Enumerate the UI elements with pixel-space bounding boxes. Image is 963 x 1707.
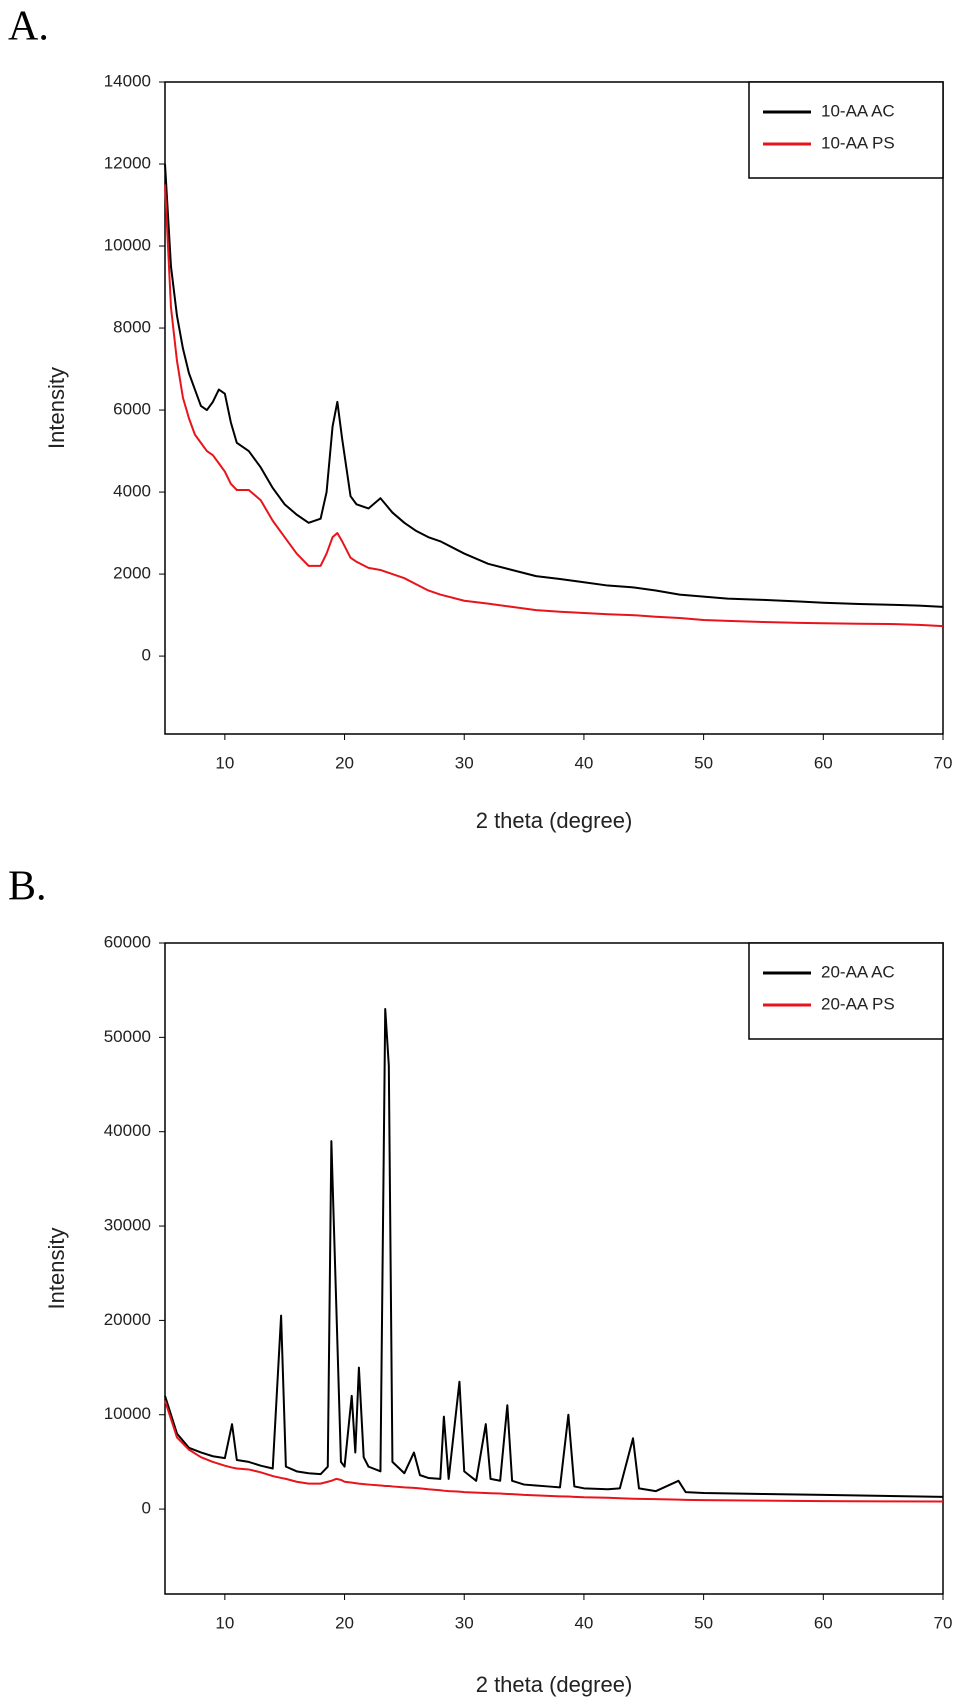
x-tick-label: 70 [934,1613,953,1632]
x-tick-label: 30 [455,1613,474,1632]
x-tick-label: 40 [574,1613,593,1632]
x-tick-label: 30 [455,753,474,772]
data-line [164,1008,944,1498]
plot-frame [164,81,944,735]
y-tick-label: 6000 [113,400,151,419]
x-tick-label: 70 [934,753,953,772]
y-tick-label: 20000 [104,1310,151,1329]
data-line [164,163,944,608]
y-tick-label: 50000 [104,1027,151,1046]
legend-label: 10-AA PS [821,133,895,152]
y-tick-label: 14000 [104,71,151,90]
y-tick-label: 0 [142,1499,151,1518]
x-axis-label: 2 theta (degree) [476,1672,633,1697]
legend-box [748,942,944,1040]
y-axis-label: Intensity [44,367,69,449]
x-tick-label: 10 [215,1613,234,1632]
y-tick-label: 4000 [113,482,151,501]
panel-label: A. [8,4,49,50]
x-tick-label: 60 [814,753,833,772]
x-axis-label: 2 theta (degree) [476,808,633,833]
legend-label: 10-AA AC [821,101,895,120]
data-line [164,1400,944,1503]
x-tick-label: 10 [215,753,234,772]
y-tick-label: 40000 [104,1121,151,1140]
plot-frame [164,942,944,1595]
legend-label: 20-AA AC [821,962,895,981]
x-tick-label: 40 [574,753,593,772]
x-tick-label: 50 [694,753,713,772]
y-tick-label: 2000 [113,564,151,583]
x-tick-label: 50 [694,1613,713,1632]
legend-label: 20-AA PS [821,994,895,1013]
panel-label: B. [8,864,47,910]
y-tick-label: 12000 [104,153,151,172]
y-axis-label: Intensity [44,1228,69,1310]
x-tick-label: 60 [814,1613,833,1632]
y-tick-label: 60000 [104,932,151,951]
y-tick-label: 8000 [113,318,151,337]
legend-box [748,81,944,179]
data-line [164,184,944,628]
y-tick-label: 0 [142,646,151,665]
y-tick-label: 10000 [104,1404,151,1423]
x-tick-label: 20 [335,753,354,772]
x-tick-label: 20 [335,1613,354,1632]
y-tick-label: 10000 [104,236,151,255]
y-tick-label: 30000 [104,1216,151,1235]
